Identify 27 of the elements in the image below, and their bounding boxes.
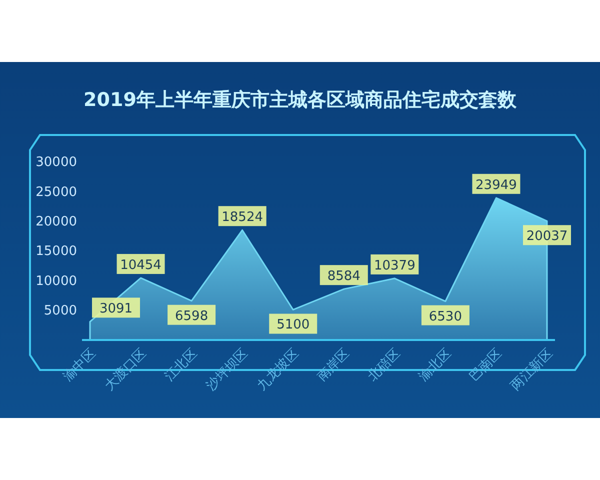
x-tick-label: 南岸区 — [314, 346, 353, 384]
y-tick-label: 15000 — [36, 244, 77, 260]
x-tick-label: 渝北区 — [416, 346, 454, 384]
data-label: 18524 — [222, 210, 264, 226]
x-tick-label: 大渡口区 — [102, 346, 150, 394]
data-label: 6530 — [428, 309, 462, 324]
x-tick-label: 两江新区 — [508, 346, 556, 394]
data-label: 20037 — [526, 229, 568, 244]
data-label: 5100 — [276, 318, 310, 333]
y-tick-label: 20000 — [36, 214, 77, 230]
y-tick-label: 25000 — [36, 184, 77, 200]
data-label: 23949 — [476, 178, 517, 193]
chart-title: 2019年上半年重庆市主城各区域商品住宅成交套数 — [84, 89, 518, 111]
data-label: 6598 — [175, 308, 208, 324]
data-label: 10454 — [120, 258, 162, 273]
data-label: 3091 — [99, 302, 133, 317]
y-tick-label: 10000 — [36, 274, 77, 289]
x-tick-label: 北碚区 — [365, 346, 404, 384]
x-tick-label: 沙坪坝区 — [204, 346, 252, 394]
y-tick-label: 5000 — [44, 303, 77, 318]
y-tick-label: 30000 — [36, 155, 77, 170]
data-label: 10379 — [374, 258, 416, 274]
x-tick-label: 渝中区 — [60, 346, 99, 384]
x-tick-label: 巴南区 — [466, 346, 506, 384]
x-tick-label: 九龙坡区 — [254, 346, 302, 394]
x-tick-label: 江北区 — [162, 346, 200, 384]
data-label: 8584 — [327, 269, 360, 284]
